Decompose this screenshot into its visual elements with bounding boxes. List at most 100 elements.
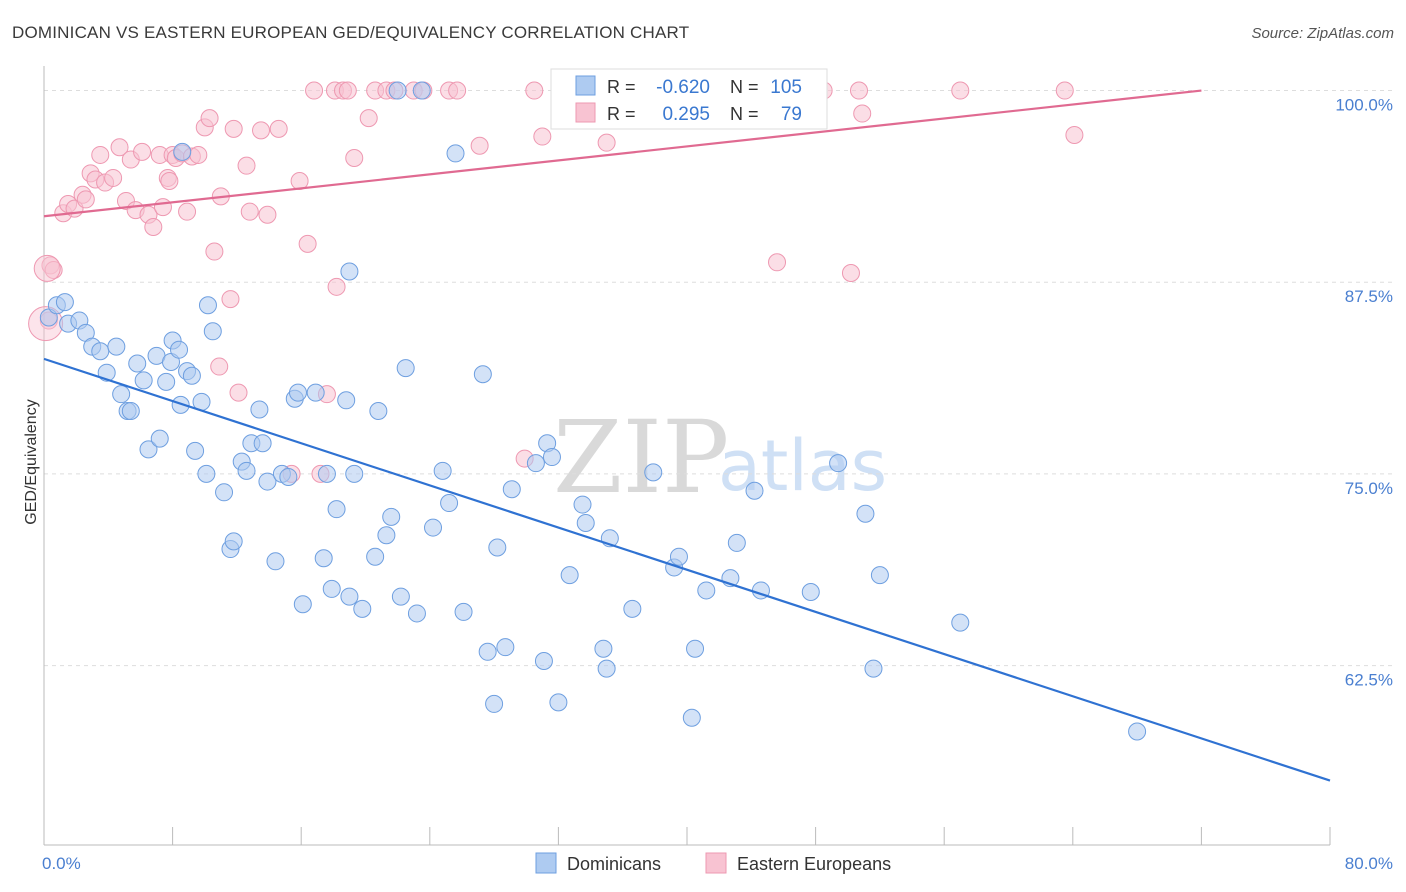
trend-line-dominicans [43, 357, 1331, 782]
y-axis-label: GED/Equivalency [23, 399, 40, 524]
point-eastern-europeans-52 [359, 109, 378, 128]
point-dominicans-45 [314, 549, 333, 568]
point-dominicans-68 [478, 642, 497, 661]
point-dominicans-2 [55, 293, 74, 312]
point-dominicans-101 [173, 142, 192, 161]
point-eastern-europeans-40 [269, 119, 288, 138]
point-dominicans-103 [488, 538, 507, 557]
point-dominicans-79 [576, 513, 595, 532]
point-eastern-europeans-44 [305, 81, 324, 100]
stats-legend-box: R = -0.620 N = 105 R = 0.295 N = 79 [550, 68, 828, 130]
point-eastern-europeans-50 [338, 81, 357, 100]
point-eastern-europeans-large-a [33, 254, 61, 282]
legend-label-eastern-europeans: Eastern Europeans [737, 854, 891, 874]
point-dominicans-48 [327, 500, 346, 519]
point-dominicans-93 [801, 582, 820, 601]
point-eastern-europeans-7 [76, 190, 95, 209]
point-dominicans-86 [682, 708, 701, 727]
point-eastern-europeans-34 [224, 119, 243, 138]
stats-swatch-dominicans [575, 75, 596, 96]
point-dominicans-25 [186, 441, 205, 460]
point-dominicans-54 [369, 402, 388, 421]
point-dominicans-40 [279, 467, 298, 486]
point-eastern-europeans-72 [850, 81, 869, 100]
point-dominicans-53 [366, 547, 385, 566]
point-eastern-europeans-35 [229, 383, 248, 402]
point-dominicans-46 [317, 464, 336, 483]
chart-source: Source: ZipAtlas.com [1251, 25, 1394, 42]
x-tick-label-left: 0.0% [42, 854, 81, 873]
point-dominicans-81 [597, 659, 616, 678]
point-dominicans-91 [745, 481, 764, 500]
legend-swatch-eastern-europeans [705, 852, 727, 874]
point-dominicans-78 [573, 495, 592, 514]
x-tick-label-right: 80.0% [1345, 854, 1393, 873]
point-dominicans-70 [496, 638, 515, 657]
point-eastern-europeans-10 [91, 145, 110, 164]
point-dominicans-13 [128, 354, 147, 373]
point-dominicans-62 [424, 518, 443, 537]
y-tick-label-1: 87.5% [1345, 287, 1393, 306]
point-eastern-europeans-30 [200, 109, 219, 128]
point-eastern-europeans-28 [189, 145, 208, 164]
point-dominicans-38 [266, 552, 285, 571]
point-dominicans-49 [337, 391, 356, 410]
point-dominicans-88 [697, 581, 716, 600]
point-dominicans-44 [306, 383, 325, 402]
chart-title: DOMINICAN VS EASTERN EUROPEAN GED/EQUIVA… [12, 23, 689, 42]
point-dominicans-37 [258, 472, 277, 491]
point-dominicans-65 [446, 144, 465, 163]
point-dominicans-76 [549, 693, 568, 712]
point-dominicans-12 [121, 402, 140, 421]
point-dominicans-71 [502, 480, 521, 499]
y-tick-label-0: 100.0% [1335, 96, 1393, 115]
point-eastern-europeans-33 [221, 290, 240, 309]
point-dominicans-56 [382, 507, 401, 526]
axes [43, 66, 1331, 846]
point-dominicans-14 [134, 371, 153, 390]
point-eastern-europeans-78 [160, 172, 179, 191]
point-eastern-europeans-13 [110, 138, 129, 157]
point-dominicans-87 [686, 639, 705, 658]
point-dominicans-57 [388, 81, 407, 100]
stats-box-frame [550, 68, 828, 130]
point-dominicans-95 [856, 504, 875, 523]
stats-r-value-eastern-europeans: 0.295 [662, 104, 710, 125]
point-dominicans-104 [623, 599, 642, 618]
point-dominicans-61 [412, 81, 431, 100]
stats-n-value-eastern-europeans: 79 [781, 104, 802, 125]
point-dominicans-67 [473, 365, 492, 384]
point-dominicans-21 [170, 340, 189, 359]
point-dominicans-9 [107, 337, 126, 356]
point-dominicans-35 [250, 400, 269, 419]
point-eastern-europeans-77 [210, 357, 229, 376]
point-dominicans-100 [340, 262, 359, 281]
point-dominicans-97 [870, 566, 889, 585]
point-dominicans-96 [864, 659, 883, 678]
point-dominicans-42 [288, 383, 307, 402]
point-dominicans-18 [157, 372, 176, 391]
point-eastern-europeans-12 [104, 168, 123, 187]
point-dominicans-22 [171, 395, 190, 414]
point-dominicans-51 [345, 464, 364, 483]
point-eastern-europeans-75 [1055, 81, 1074, 100]
point-eastern-europeans-71 [841, 264, 860, 283]
point-dominicans-33 [237, 461, 256, 480]
point-dominicans-47 [322, 579, 341, 598]
point-dominicans-94 [829, 454, 848, 473]
point-dominicans-64 [440, 494, 459, 513]
bottom-legend: Dominicans Eastern Europeans [535, 852, 891, 874]
point-dominicans-98 [951, 613, 970, 632]
point-eastern-europeans-62 [525, 81, 544, 100]
point-eastern-europeans-73 [853, 104, 872, 123]
point-dominicans-55 [377, 526, 396, 545]
point-dominicans-90 [727, 533, 746, 552]
point-eastern-europeans-38 [252, 121, 271, 140]
point-eastern-europeans-39 [258, 205, 277, 224]
point-eastern-europeans-17 [133, 142, 152, 161]
point-dominicans-102 [198, 296, 217, 315]
y-tick-labels: 100.0% 87.5% 75.0% 62.5% [1335, 96, 1393, 690]
point-dominicans-29 [215, 483, 234, 502]
point-dominicans-75 [542, 448, 561, 467]
